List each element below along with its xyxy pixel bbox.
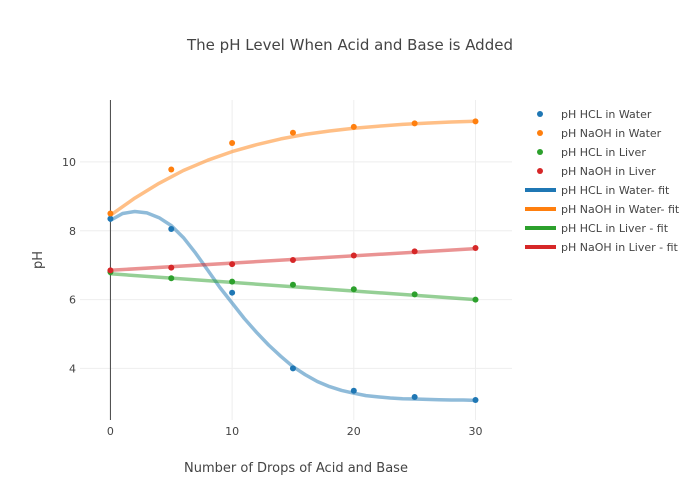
data-point-0-1 <box>168 226 175 233</box>
data-point-1-4 <box>350 123 357 130</box>
data-point-1-2 <box>229 140 236 147</box>
data-point-1-1 <box>168 166 175 173</box>
data-point-1-0 <box>107 210 114 217</box>
data-point-2-2 <box>229 278 236 285</box>
chart-title: The pH Level When Acid and Base is Added <box>186 36 513 54</box>
data-point-2-1 <box>168 275 175 282</box>
data-point-0-3 <box>289 365 296 372</box>
legend[interactable]: pH HCL in Water pH NaOH in Water pH HCL in… <box>525 108 680 254</box>
legend-item-1[interactable]: pH NaOH in Water <box>537 127 662 140</box>
data-point-1-5 <box>411 120 418 127</box>
legend-item-2[interactable]: pH HCL in Liver <box>537 146 646 159</box>
data-point-3-4 <box>350 252 357 259</box>
data-point-0-6 <box>472 397 479 404</box>
data-point-3-5 <box>411 248 418 255</box>
ticks: 0 10 20 30 4 6 8 10 <box>62 156 482 438</box>
data-point-2-6 <box>472 296 479 303</box>
data-point-2-4 <box>350 286 357 293</box>
data-point-0-5 <box>411 393 418 400</box>
legend-marker-2 <box>537 149 543 155</box>
data-point-3-2 <box>229 261 236 268</box>
data-point-2-5 <box>411 291 418 298</box>
legend-label-1: pH NaOH in Water <box>561 127 662 140</box>
legend-item-7[interactable]: pH NaOH in Liver - fit <box>525 241 679 254</box>
x-tick-label: 20 <box>347 425 361 438</box>
y-tick-label: 10 <box>62 156 76 169</box>
y-tick-label: 4 <box>69 362 76 375</box>
x-axis-title: Number of Drops of Acid and Base <box>184 461 408 476</box>
legend-item-3[interactable]: pH NaOH in Liver <box>537 165 656 178</box>
data-point-0-2 <box>229 289 236 296</box>
data-point-0-4 <box>350 387 357 394</box>
legend-label-2: pH HCL in Liver <box>561 146 646 159</box>
data-point-3-3 <box>289 257 296 263</box>
data-point-0-0 <box>107 215 114 222</box>
legend-label-6: pH HCL in Liver - fit <box>561 222 669 235</box>
data-point-3-1 <box>168 264 175 271</box>
legend-marker-3 <box>537 168 543 174</box>
legend-item-4[interactable]: pH HCL in Water- fit <box>525 184 670 197</box>
data-point-1-3 <box>289 129 296 136</box>
data-point-3-6 <box>472 244 479 251</box>
data-point-3-0 <box>107 267 114 274</box>
legend-marker-0 <box>537 111 543 117</box>
legend-label-4: pH HCL in Water- fit <box>561 184 670 197</box>
y-tick-label: 6 <box>69 294 76 307</box>
x-tick-label: 10 <box>225 425 239 438</box>
legend-label-7: pH NaOH in Liver - fit <box>561 241 679 254</box>
legend-label-3: pH NaOH in Liver <box>561 165 656 178</box>
data-point-2-3 <box>289 281 296 288</box>
y-tick-label: 8 <box>69 225 76 238</box>
y-axis-title: pH <box>31 251 46 269</box>
legend-label-0: pH HCL in Water <box>561 108 652 121</box>
legend-item-5[interactable]: pH NaOH in Water- fit <box>525 203 680 216</box>
legend-item-0[interactable]: pH HCL in Water <box>537 108 652 121</box>
legend-marker-1 <box>537 130 543 136</box>
x-tick-label: 30 <box>468 425 482 438</box>
legend-item-6[interactable]: pH HCL in Liver - fit <box>525 222 669 235</box>
data-point-1-6 <box>472 118 479 125</box>
x-tick-label: 0 <box>107 425 114 438</box>
legend-label-5: pH NaOH in Water- fit <box>561 203 680 216</box>
markers <box>107 118 479 404</box>
